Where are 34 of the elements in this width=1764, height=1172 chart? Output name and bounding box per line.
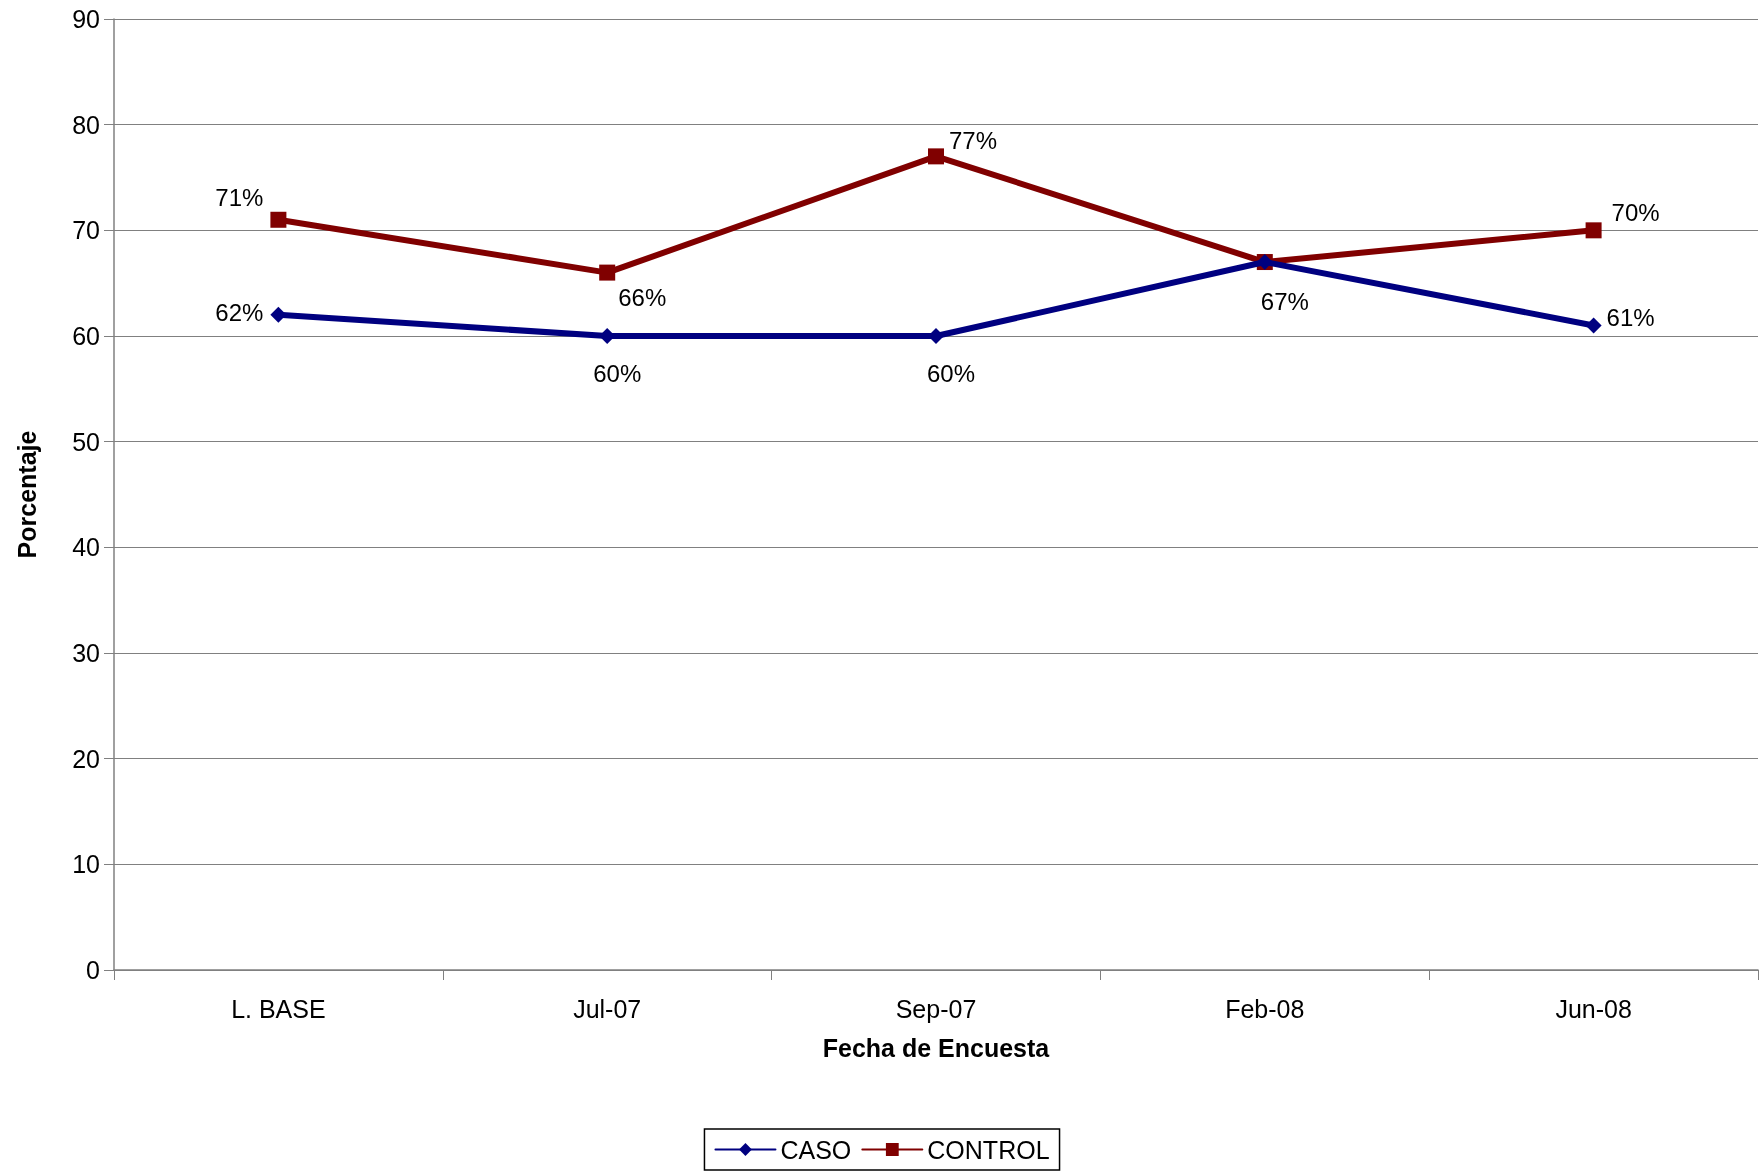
point	[928, 148, 944, 165]
y-tick-label: 80	[72, 110, 100, 139]
y-tick-label: 40	[72, 533, 100, 562]
legend-label: CONTROL	[927, 1135, 1050, 1164]
data-label: 60%	[926, 359, 976, 387]
y-tick-label: 90	[72, 5, 100, 33]
point	[1585, 317, 1602, 334]
data-label: 70%	[1611, 198, 1660, 226]
point	[270, 306, 287, 323]
data-label: 77%	[949, 126, 998, 154]
y-tick-label: 70	[72, 216, 100, 245]
y-tick-label: 60	[72, 322, 100, 350]
data-label: 61%	[1606, 303, 1655, 331]
x-tick-label: Jun-08	[1555, 994, 1632, 1023]
x-tick-label: Jul-07	[573, 994, 642, 1023]
point	[1585, 222, 1602, 239]
x-tick-label: Sep-07	[895, 994, 977, 1023]
y-axis-title: Porcentaje	[12, 430, 41, 559]
data-label: 67%	[1260, 287, 1309, 315]
y-tick-label: 10	[72, 850, 100, 879]
point	[270, 211, 287, 228]
y-tick-label: 50	[72, 427, 100, 456]
y-tick-label: 30	[72, 639, 100, 667]
data-label: 60%	[593, 359, 642, 387]
x-tick-label: L. BASE	[231, 994, 326, 1023]
y-tick-label: 0	[86, 956, 100, 984]
x-axis-title: Fecha de Encuesta	[822, 1033, 1051, 1062]
data-label: 71%	[215, 184, 264, 212]
x-tick-label: Feb-08	[1225, 994, 1305, 1023]
point	[599, 264, 616, 281]
data-label: 62%	[215, 299, 264, 327]
data-label: 66%	[618, 284, 667, 312]
legend-label: CASO	[780, 1135, 852, 1164]
y-tick-label: 20	[72, 744, 100, 773]
